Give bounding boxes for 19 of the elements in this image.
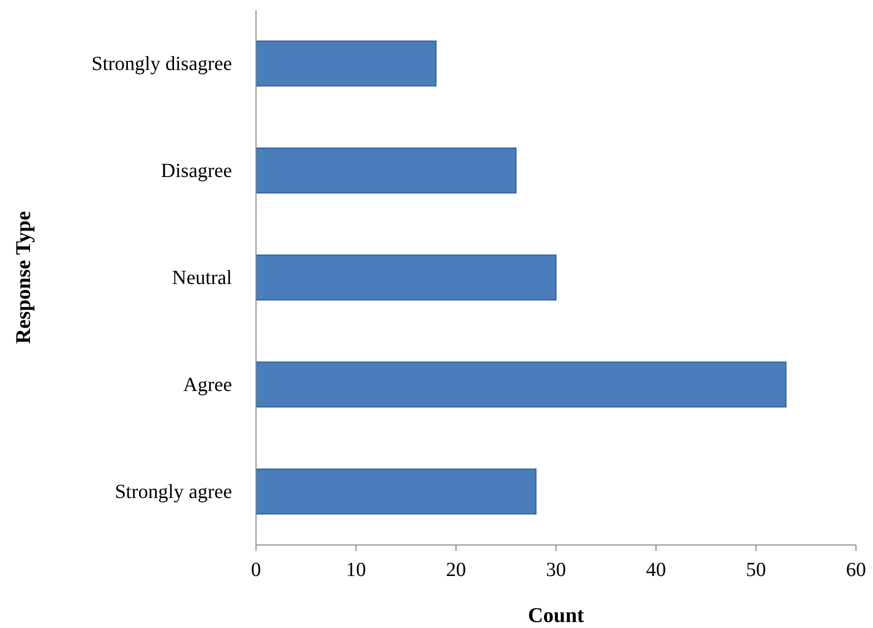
x-tick-label: 40 <box>646 559 666 581</box>
y-tick-label: Disagree <box>160 160 232 182</box>
y-tick-label: Agree <box>183 374 232 396</box>
bar <box>256 148 516 194</box>
x-tick-label: 10 <box>346 559 366 581</box>
y-tick-label: Strongly agree <box>114 480 232 503</box>
x-axis-title: Count <box>528 603 584 627</box>
bar <box>256 254 556 300</box>
x-tick-label: 60 <box>846 559 866 581</box>
x-tick-label: 50 <box>746 559 766 581</box>
x-tick-label: 30 <box>546 559 566 581</box>
y-axis-title: Response Type <box>11 211 35 344</box>
x-tick-label: 20 <box>446 559 466 581</box>
bar <box>256 362 786 408</box>
y-tick-label: Strongly disagree <box>91 52 232 75</box>
y-tick-label: Neutral <box>172 266 232 289</box>
x-tick-label: 0 <box>251 559 261 581</box>
bar <box>256 468 536 514</box>
bar <box>256 40 436 86</box>
